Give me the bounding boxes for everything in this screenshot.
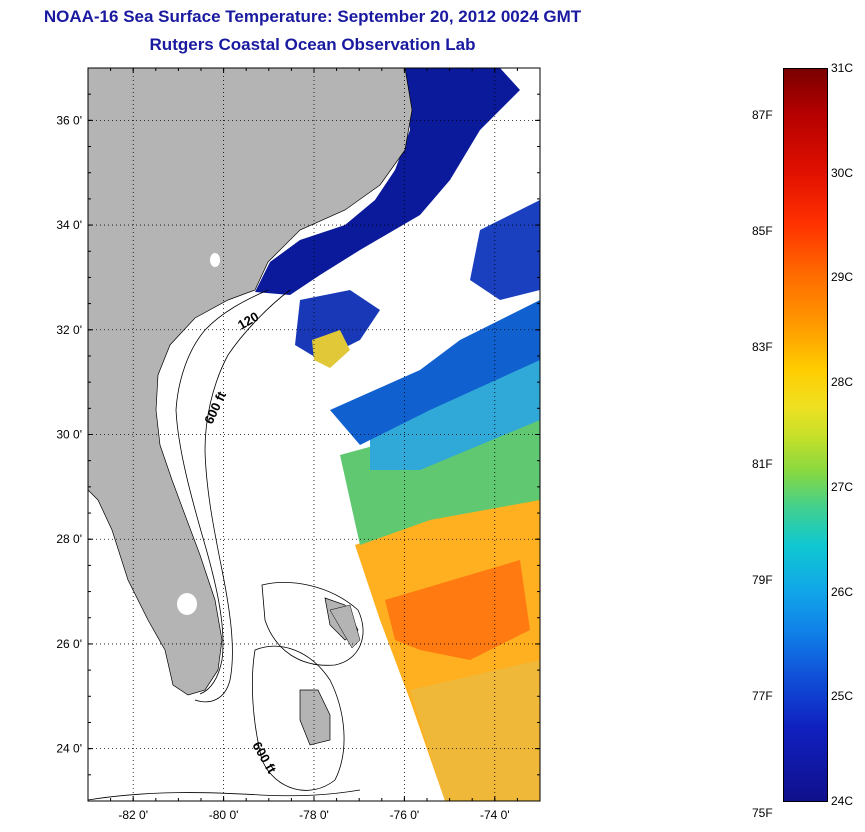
colorbar-celsius-label: 29C <box>831 270 854 285</box>
isobath-contour-bahamas <box>261 582 364 666</box>
longitude-label: -78 0' <box>299 808 329 822</box>
graticule-grid <box>88 68 540 801</box>
sst-cold-north <box>255 68 520 295</box>
lake-okeechobee <box>177 593 197 615</box>
latitude-label: 32 0' <box>56 323 82 337</box>
colorbar-celsius-label: 28C <box>831 375 854 390</box>
map-title: NOAA-16 Sea Surface Temperature: Septemb… <box>43 7 582 26</box>
longitude-axis-labels: -82 0' -80 0' -78 0' -76 0' -74 0' <box>118 808 509 822</box>
sst-swath-cyan <box>370 350 540 470</box>
latitude-axis-labels: 36 0' 34 0' 32 0' 30 0' 28 0' 26 0' 24 0' <box>56 113 82 755</box>
isobath-contour-cuba <box>88 789 361 801</box>
isobath-contour-120ft <box>175 289 269 695</box>
colorbar-fahrenheit-label: 83F <box>752 340 773 355</box>
sst-swath-warm-core <box>385 560 530 660</box>
sst-swath-southeast <box>410 660 540 801</box>
colorbar-celsius-label: 31C <box>831 61 854 75</box>
temperature-colorbar <box>783 68 828 802</box>
lake-small <box>210 253 220 267</box>
colorbar-celsius-label: 30C <box>831 165 854 180</box>
land-bahamas-andros <box>299 689 331 746</box>
colorbar-celsius-label: 24C <box>831 794 854 808</box>
land-bahamas-south <box>329 604 361 649</box>
longitude-label: -76 0' <box>390 808 420 822</box>
longitude-label: -74 0' <box>480 808 510 822</box>
colorbar-fahrenheit-label: 85F <box>752 223 773 238</box>
map-subtitle: Rutgers Coastal Ocean Observation Lab <box>149 35 476 54</box>
latitude-label: 34 0' <box>56 218 82 232</box>
map-plot-area <box>88 68 540 801</box>
colorbar-celsius-label: 26C <box>831 584 854 599</box>
latitude-label: 36 0' <box>56 113 82 127</box>
colorbar-celsius-label: 27C <box>831 479 854 494</box>
longitude-label: -82 0' <box>118 808 148 822</box>
sst-yellow-patch <box>312 330 350 368</box>
latitude-label: 28 0' <box>56 532 82 546</box>
colorbar-fahrenheit-label: 75F <box>752 805 773 820</box>
colorbar-fahrenheit-label: 87F <box>752 107 773 122</box>
sst-blue-east <box>470 200 540 300</box>
colorbar-fahrenheit-label: 79F <box>752 572 773 587</box>
colorbar-fahrenheit-label: 77F <box>752 689 773 704</box>
sst-swath-mid-blue <box>330 300 540 445</box>
longitude-label: -80 0' <box>209 808 239 822</box>
isobath-contour-bahamas-south <box>251 645 345 791</box>
frame-ticks <box>87 67 541 802</box>
latitude-label: 30 0' <box>56 428 82 442</box>
colorbar-celsius-label: 25C <box>831 689 854 704</box>
latitude-label: 24 0' <box>56 742 82 756</box>
isobath-contour-600ft <box>194 289 291 703</box>
latitude-label: 26 0' <box>56 637 82 651</box>
colorbar-fahrenheit-label: 81F <box>752 456 773 471</box>
